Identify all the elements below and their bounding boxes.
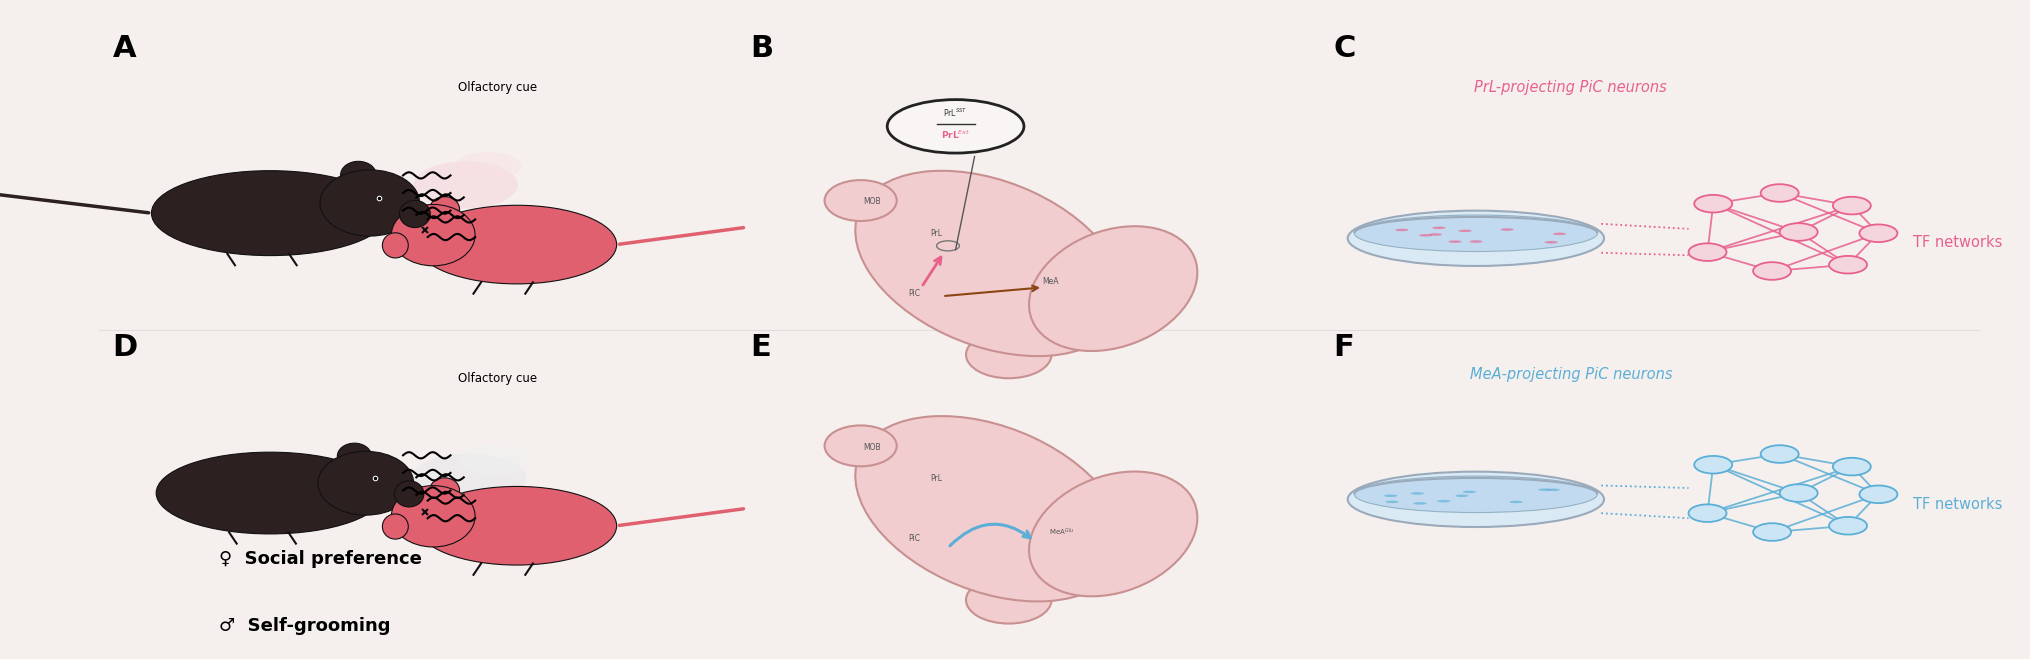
Ellipse shape xyxy=(392,486,475,547)
Ellipse shape xyxy=(1354,476,1598,513)
Ellipse shape xyxy=(1689,243,1725,261)
Ellipse shape xyxy=(430,196,459,222)
Ellipse shape xyxy=(1348,211,1604,266)
Ellipse shape xyxy=(1547,488,1559,491)
Ellipse shape xyxy=(152,171,390,256)
Ellipse shape xyxy=(824,180,897,221)
Text: PiC: PiC xyxy=(907,289,920,298)
Ellipse shape xyxy=(1354,215,1598,252)
Ellipse shape xyxy=(1413,502,1427,505)
Ellipse shape xyxy=(156,452,384,534)
Text: A: A xyxy=(112,34,136,63)
Ellipse shape xyxy=(455,152,522,180)
Ellipse shape xyxy=(418,486,617,565)
Ellipse shape xyxy=(1449,241,1462,243)
Ellipse shape xyxy=(1419,234,1433,237)
Text: MeA: MeA xyxy=(1041,277,1060,285)
Ellipse shape xyxy=(1395,229,1409,231)
Ellipse shape xyxy=(1859,225,1898,242)
Text: Olfactory cue: Olfactory cue xyxy=(459,81,538,94)
Ellipse shape xyxy=(459,445,530,475)
Text: D: D xyxy=(112,333,138,362)
Text: F: F xyxy=(1334,333,1354,362)
Ellipse shape xyxy=(382,514,408,539)
Text: MeA-projecting PiC neurons: MeA-projecting PiC neurons xyxy=(1470,367,1673,382)
Ellipse shape xyxy=(1470,241,1482,243)
Ellipse shape xyxy=(1437,500,1449,502)
Ellipse shape xyxy=(824,426,897,467)
Ellipse shape xyxy=(319,451,414,515)
Ellipse shape xyxy=(1695,195,1732,212)
Text: E: E xyxy=(751,333,771,362)
Ellipse shape xyxy=(392,204,475,266)
Ellipse shape xyxy=(966,331,1052,378)
Text: PrL: PrL xyxy=(930,229,942,238)
Ellipse shape xyxy=(1029,472,1198,596)
Ellipse shape xyxy=(855,416,1125,602)
Ellipse shape xyxy=(321,170,420,236)
Ellipse shape xyxy=(1429,233,1441,236)
Ellipse shape xyxy=(1760,445,1799,463)
Text: PrL: PrL xyxy=(930,474,942,483)
Ellipse shape xyxy=(1545,241,1557,244)
Text: TF networks: TF networks xyxy=(1912,235,2002,250)
Ellipse shape xyxy=(1859,486,1898,503)
Ellipse shape xyxy=(1029,226,1198,351)
Ellipse shape xyxy=(1829,256,1868,273)
Ellipse shape xyxy=(1553,233,1565,235)
Ellipse shape xyxy=(1754,523,1790,541)
Text: MeA$^{Glu}$: MeA$^{Glu}$ xyxy=(1050,527,1074,538)
Ellipse shape xyxy=(1384,501,1399,503)
Text: MOB: MOB xyxy=(863,197,881,206)
Ellipse shape xyxy=(1780,223,1817,241)
Text: PrL-projecting PiC neurons: PrL-projecting PiC neurons xyxy=(1474,80,1667,95)
Ellipse shape xyxy=(1411,492,1423,495)
Ellipse shape xyxy=(1754,262,1790,280)
Ellipse shape xyxy=(966,577,1052,623)
Ellipse shape xyxy=(1384,494,1397,497)
Ellipse shape xyxy=(1456,494,1468,497)
Ellipse shape xyxy=(1780,484,1817,502)
Ellipse shape xyxy=(1458,229,1472,232)
Ellipse shape xyxy=(412,454,526,501)
Ellipse shape xyxy=(1695,456,1732,474)
Text: PiC: PiC xyxy=(907,534,920,544)
Text: B: B xyxy=(751,34,773,63)
Ellipse shape xyxy=(1348,472,1604,527)
Text: PrL$^{SST}$: PrL$^{SST}$ xyxy=(944,106,968,119)
Ellipse shape xyxy=(1829,517,1868,534)
Ellipse shape xyxy=(1760,185,1799,202)
Ellipse shape xyxy=(414,161,518,208)
Ellipse shape xyxy=(400,200,430,227)
Ellipse shape xyxy=(1433,227,1445,229)
Ellipse shape xyxy=(382,233,408,258)
Ellipse shape xyxy=(394,481,424,507)
Ellipse shape xyxy=(337,443,371,469)
Ellipse shape xyxy=(1689,504,1725,522)
Text: C: C xyxy=(1334,34,1356,63)
Ellipse shape xyxy=(418,205,617,284)
Ellipse shape xyxy=(341,161,376,188)
Text: ♀  Social preference: ♀ Social preference xyxy=(219,550,422,568)
Ellipse shape xyxy=(1833,197,1872,214)
Text: ♂  Self-grooming: ♂ Self-grooming xyxy=(219,617,390,635)
Ellipse shape xyxy=(855,171,1125,356)
Ellipse shape xyxy=(1464,490,1476,493)
Ellipse shape xyxy=(1539,488,1551,491)
Ellipse shape xyxy=(1510,501,1522,503)
Ellipse shape xyxy=(430,478,459,503)
Text: MOB: MOB xyxy=(863,443,881,451)
Text: TF networks: TF networks xyxy=(1912,497,2002,512)
Ellipse shape xyxy=(1500,228,1514,231)
Ellipse shape xyxy=(887,100,1023,153)
Ellipse shape xyxy=(1833,458,1872,475)
Text: PrL$^{Ext}$: PrL$^{Ext}$ xyxy=(942,129,970,141)
Text: Olfactory cue: Olfactory cue xyxy=(459,372,538,386)
